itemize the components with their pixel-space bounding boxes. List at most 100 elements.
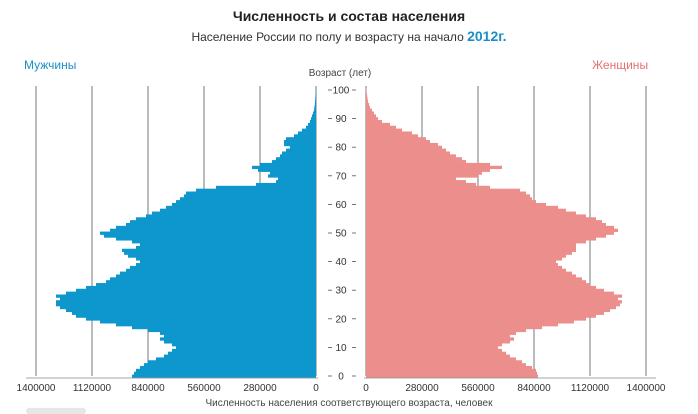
age-tick-label: 20 — [335, 314, 347, 325]
female-bar — [366, 197, 532, 200]
male-bar — [130, 220, 316, 223]
male-bar — [172, 203, 316, 206]
male-bar — [311, 117, 316, 120]
female-bar — [366, 183, 476, 186]
female-bar — [366, 166, 502, 169]
female-bar — [366, 146, 442, 149]
male-bar — [132, 375, 316, 378]
female-bar — [366, 129, 402, 132]
male-tick-label: 560000 — [187, 383, 221, 394]
horizontal-scrollbar[interactable] — [26, 408, 86, 414]
female-bar — [366, 223, 606, 226]
male-bar — [252, 166, 316, 169]
female-bar — [366, 246, 576, 249]
female-bar — [366, 257, 562, 260]
female-bar — [366, 343, 502, 346]
male-bar — [104, 234, 316, 237]
female-bar — [366, 309, 610, 312]
female-bar — [366, 186, 490, 189]
male-bar — [164, 340, 316, 343]
male-bar — [180, 197, 316, 200]
female-tick-label: 560000 — [461, 383, 495, 394]
female-bar — [366, 97, 368, 100]
male-bar — [140, 243, 316, 246]
male-bar — [134, 372, 316, 375]
male-bar — [166, 206, 316, 209]
male-bar — [172, 349, 316, 352]
male-bar — [116, 274, 316, 277]
female-tick-label: 840000 — [517, 383, 551, 394]
male-bar — [132, 326, 316, 329]
male-bar — [66, 292, 316, 295]
male-bar — [258, 169, 316, 172]
female-bar — [366, 240, 586, 243]
age-tick-label: 30 — [335, 286, 347, 297]
female-bar — [366, 249, 576, 252]
female-tick-label: 280000 — [405, 383, 439, 394]
male-bar — [276, 157, 316, 160]
male-bar — [76, 289, 316, 292]
male-bar — [284, 140, 316, 143]
male-bar — [315, 100, 316, 103]
female-bar — [366, 163, 490, 166]
male-bar — [268, 174, 316, 177]
male-bar — [66, 309, 316, 312]
female-bar — [366, 209, 566, 212]
female-bar — [366, 352, 506, 355]
male-bar — [196, 189, 316, 192]
male-tick-label: 1120000 — [73, 383, 112, 394]
male-bar — [260, 163, 316, 166]
male-bar — [152, 212, 316, 215]
male-bar — [128, 254, 316, 257]
female-bar — [366, 315, 596, 318]
female-bar — [366, 109, 372, 112]
female-bar — [366, 320, 574, 323]
male-bar — [120, 272, 316, 275]
age-tick-label: 40 — [335, 257, 347, 268]
male-bar — [86, 317, 316, 320]
male-bar — [106, 280, 316, 283]
male-tick-label: 280000 — [243, 383, 277, 394]
female-bar — [366, 220, 602, 223]
male-tick-label: 1400000 — [17, 383, 56, 394]
female-bar — [366, 189, 520, 192]
female-bar — [366, 355, 510, 358]
female-bar — [366, 280, 586, 283]
female-bar — [366, 203, 546, 206]
male-bar — [136, 246, 316, 249]
female-bar — [366, 226, 614, 229]
male-bar — [146, 214, 316, 217]
male-bar — [270, 172, 316, 175]
male-bar — [140, 260, 316, 263]
male-bar — [86, 286, 316, 289]
male-bar — [160, 332, 316, 335]
male-bar — [313, 111, 316, 114]
female-bar — [366, 137, 426, 140]
male-bar — [122, 249, 316, 252]
female-bar — [366, 263, 558, 266]
female-bar — [366, 260, 556, 263]
male-bar — [144, 363, 316, 366]
female-bar — [366, 212, 576, 215]
female-bar — [366, 243, 576, 246]
female-bar — [366, 346, 498, 349]
male-bar — [156, 357, 316, 360]
male-bar — [315, 94, 316, 97]
male-bar — [314, 109, 316, 112]
female-bar — [366, 277, 582, 280]
male-bar — [168, 352, 316, 355]
male-bar — [314, 106, 316, 109]
female-bar — [366, 200, 536, 203]
male-bar — [315, 103, 316, 106]
male-bar — [110, 277, 316, 280]
male-bar — [256, 183, 316, 186]
male-bar — [310, 120, 316, 123]
female-bar — [366, 340, 510, 343]
female-bar — [366, 117, 378, 120]
female-bar — [366, 375, 538, 378]
female-bar — [366, 360, 522, 363]
age-tick-label: 80 — [335, 143, 347, 154]
female-bar — [366, 254, 566, 257]
female-bar — [366, 329, 526, 332]
